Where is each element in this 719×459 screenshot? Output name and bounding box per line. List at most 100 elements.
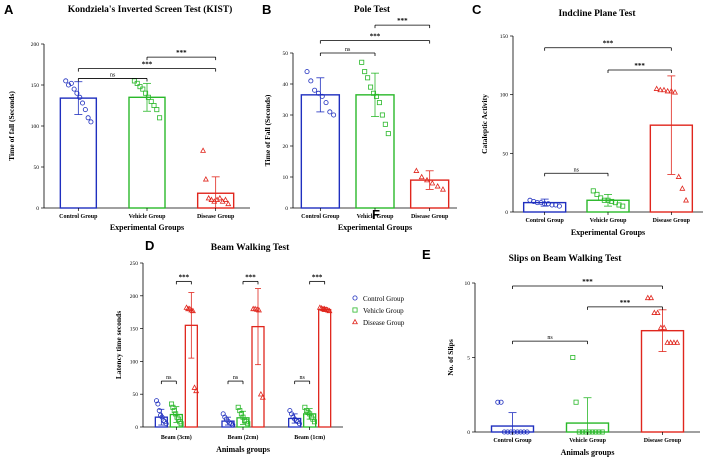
panel-a-data-point (77, 94, 83, 100)
panel-e-data-point (664, 339, 671, 345)
panel-b-x-tick-label: Vehicle Group (357, 214, 395, 220)
panel-label-b: B (262, 2, 272, 17)
panel-a-y-axis-label: Time of fall (Seconds) (7, 91, 16, 161)
panel-c-data-point (542, 201, 548, 207)
panel-e-data-point (667, 339, 674, 345)
panel-c-title: Indcline Plane Test (558, 9, 636, 19)
panel-d-sig-label: *** (245, 273, 256, 281)
panel-b-data-point (385, 131, 391, 137)
panel-a-data-point (71, 86, 77, 92)
panel-label-a: A (4, 2, 14, 17)
panel-a-x-tick-label: Control Group (59, 214, 98, 220)
panel-c-data-point (668, 87, 675, 94)
panel-e-sig-label: *** (620, 299, 631, 307)
panel-c-x-tick-label: Vehicle Group (590, 218, 628, 224)
panel-d-sig-label: ns (299, 375, 305, 381)
panel-b-data-point (331, 112, 337, 118)
panel-b-sig-label: *** (397, 17, 408, 25)
panel-b-data-point (434, 183, 441, 189)
panel-b-data-point (368, 84, 374, 90)
panel-a-data-point (68, 80, 74, 86)
panel-a-x-axis-label: Experimental Groups (110, 223, 184, 232)
panel-e-data-point (521, 429, 527, 435)
panel-c-x-tick-label: Control Group (526, 218, 565, 224)
panel-e-sig-label: *** (582, 278, 593, 286)
panel-d-data-point (305, 410, 311, 416)
panel-label-f: F (372, 207, 380, 222)
panel-a-data-point (222, 196, 229, 202)
panel-e-data-point (661, 324, 668, 330)
panel-a-y-tick-label: 200 (31, 42, 40, 48)
panel-a-data-point (85, 115, 91, 121)
panel-d-bar (318, 308, 332, 428)
panel-e-x-tick-label: Vehicle Group (569, 438, 607, 444)
panel-a-y-tick-label: 50 (34, 165, 40, 171)
panel-d-x-tick-label: Beam (2cm) (228, 434, 259, 441)
panel-a-data-point (143, 90, 149, 96)
panel-a-data-point (74, 90, 80, 96)
panel-a-y-tick-label: 150 (31, 83, 40, 89)
panel-e-data-point (573, 399, 579, 405)
panel-d-data-point (173, 411, 179, 417)
panel-b-data-point (359, 59, 365, 65)
panel-e-data-point (654, 309, 661, 315)
panel-d-y-tick-label: 100 (130, 359, 139, 365)
panel-e-data-point (648, 294, 655, 301)
panel-d-data-point (257, 390, 264, 397)
panel-e-x-tick-label: Disease Group (644, 438, 682, 444)
panel-c-data-point (534, 200, 540, 206)
panel-b-sig-label: *** (370, 33, 381, 41)
panel-c-data-point (675, 173, 682, 179)
panel-e-data-point (657, 324, 664, 330)
panel-d-data-point (255, 306, 262, 313)
panel-d-y-tick-label: 150 (130, 327, 139, 333)
legend-label: Control Group (363, 295, 405, 303)
panel-c-data-point (660, 86, 667, 93)
panel-d-data-point (170, 404, 176, 410)
panel-d-data-point (326, 307, 333, 314)
panel-b-data-point (327, 109, 333, 115)
panel-d-data-point (296, 421, 302, 427)
panel-d-data-point (235, 404, 241, 410)
panel-c-data-point (556, 203, 562, 209)
panel-c-data-point (664, 87, 671, 94)
panel-c-data-point (549, 202, 555, 208)
panel-e-data-point (495, 399, 501, 405)
legend-marker-circle (352, 295, 358, 301)
panel-d-data-point (160, 417, 166, 423)
panel-d-data-point (310, 416, 316, 422)
panel-e-data-point (593, 429, 599, 435)
panel-a-data-point (200, 147, 207, 153)
panel-e-y-axis-label: No. of Slips (446, 339, 455, 376)
panel-d-data-point (156, 408, 162, 414)
panel-d-sig-label: *** (312, 273, 323, 281)
panel-e-data-point (576, 429, 582, 435)
panel-a-data-point (208, 196, 215, 202)
panel-e-data-point (570, 354, 576, 360)
panel-d-data-point (242, 417, 248, 423)
panel-d-data-point (311, 419, 317, 425)
panel-b-x-tick-label: Disease Group (411, 214, 449, 220)
panel-a-data-point (88, 119, 94, 125)
panel-b-data-point (308, 78, 314, 84)
panel-e-data-point (501, 429, 507, 435)
panel-d-sig-label: *** (179, 273, 190, 281)
panel-b-data-point (376, 100, 382, 106)
panel-a-data-point (225, 200, 232, 207)
panel-e-data-point (518, 429, 524, 435)
panel-d-data-point (230, 422, 236, 428)
panel-b-data-point (439, 186, 446, 192)
panel-d-data-point (240, 414, 246, 420)
panel-c-sig-label: *** (634, 62, 645, 70)
panel-c-y-tick-label: 0 (505, 210, 508, 216)
legend-label: Disease Group (363, 319, 405, 327)
legend-label: Vehicle Group (363, 307, 404, 315)
panel-c-sig-label: *** (603, 40, 614, 48)
panel-b-data-point (315, 90, 321, 96)
panel-e-x-axis-label: Animals groups (561, 448, 615, 457)
panel-e-y-tick-label: 5 (467, 356, 470, 362)
panel-d-data-point (238, 411, 244, 417)
panel-b-data-point (429, 179, 436, 186)
panel-d-sig-label: ns (233, 375, 239, 381)
panel-a-sig-label: ns (110, 72, 116, 78)
